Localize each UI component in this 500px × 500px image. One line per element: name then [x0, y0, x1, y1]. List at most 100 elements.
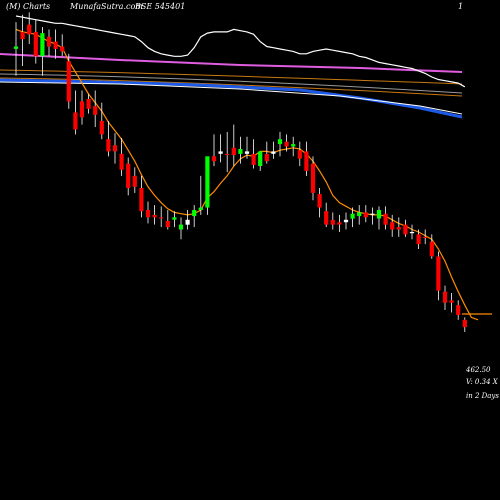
candle	[86, 94, 91, 114]
candle	[304, 141, 309, 176]
candle-body	[225, 153, 230, 156]
candle	[198, 175, 203, 215]
candles-group	[13, 12, 467, 332]
candle-body	[423, 236, 428, 238]
candle-body	[258, 151, 263, 166]
candle-body	[205, 156, 210, 208]
period-label: in 2 Days	[466, 392, 499, 400]
candle	[152, 205, 157, 225]
candle	[423, 229, 428, 245]
candle	[264, 141, 269, 164]
candle	[350, 207, 355, 228]
candle-body	[86, 99, 91, 109]
candle-body	[337, 222, 342, 225]
candle-body	[178, 224, 184, 230]
candle	[185, 210, 190, 230]
candle	[106, 120, 111, 157]
candle-body	[218, 151, 223, 154]
long-ma-white-line	[0, 81, 463, 115]
symbol-label: BSE 545401	[135, 2, 186, 11]
candle	[317, 188, 322, 218]
candle	[357, 205, 362, 225]
candle	[119, 138, 124, 176]
candle-body	[396, 227, 401, 230]
candle-body	[383, 213, 388, 225]
candle-body	[99, 120, 104, 135]
candle-body	[145, 210, 151, 218]
volume-label: V: 0.34 X	[466, 378, 498, 386]
candle	[456, 300, 461, 320]
candle	[251, 139, 256, 169]
candle	[27, 12, 32, 45]
candle-body	[132, 175, 137, 187]
candle-body	[93, 106, 98, 115]
candle	[53, 29, 58, 59]
candle	[291, 136, 296, 157]
candle	[211, 134, 217, 167]
candle-body	[231, 147, 236, 156]
candle-body	[343, 219, 349, 223]
candle-body	[403, 224, 408, 235]
candle	[231, 124, 236, 167]
candle-body	[211, 156, 217, 162]
candle-body	[244, 151, 250, 154]
candle	[132, 167, 137, 193]
candle	[192, 205, 197, 228]
candle-body	[297, 150, 302, 159]
candle	[258, 151, 263, 171]
candle	[172, 211, 177, 228]
candle-body	[159, 217, 164, 219]
candle	[390, 214, 395, 237]
candle	[403, 219, 408, 237]
candle-body	[436, 256, 441, 291]
site-name-label: MunafaSutra.com	[70, 2, 143, 11]
candle-body	[456, 305, 461, 315]
candle-body	[66, 61, 71, 102]
candle-body	[429, 241, 434, 257]
candle	[396, 217, 401, 237]
candle-body	[79, 101, 85, 118]
candle	[449, 292, 454, 313]
long-ma-magenta-line	[0, 53, 463, 73]
candle	[33, 19, 38, 64]
candle-body	[291, 144, 296, 147]
long-ma-orange-line-2	[0, 77, 463, 97]
candle	[205, 156, 210, 215]
candle	[244, 136, 250, 159]
candle	[337, 214, 342, 232]
candle-body	[317, 194, 322, 208]
candle-body	[165, 221, 170, 228]
candle-body	[13, 46, 19, 49]
candle-body	[251, 153, 256, 165]
candle-body	[310, 163, 316, 193]
candle	[126, 157, 131, 196]
candle	[277, 131, 283, 157]
candle	[225, 131, 230, 173]
candle-body	[442, 291, 448, 303]
candle-body	[271, 151, 276, 154]
candle-body	[304, 151, 309, 171]
candle-body	[172, 217, 177, 220]
candle-body	[106, 139, 111, 152]
candle-body	[73, 112, 78, 130]
candle	[66, 53, 71, 109]
candle-body	[119, 153, 124, 170]
long-ma-blue-line	[0, 78, 463, 119]
candle-body	[277, 139, 283, 145]
candle-body	[198, 207, 203, 210]
candle-body	[60, 46, 65, 52]
candle	[462, 317, 467, 332]
candle-body	[350, 213, 355, 219]
page-number-label: 1	[458, 2, 464, 11]
moving-average-lines	[0, 53, 463, 119]
candle	[284, 134, 289, 152]
candle	[13, 22, 19, 76]
candle-body	[112, 145, 118, 152]
candle	[383, 206, 388, 230]
candle-body	[126, 163, 131, 188]
candle	[139, 175, 144, 218]
candle-body	[330, 219, 335, 225]
candle-body	[53, 41, 58, 49]
candle-body	[27, 24, 32, 35]
candle-body	[33, 31, 38, 57]
